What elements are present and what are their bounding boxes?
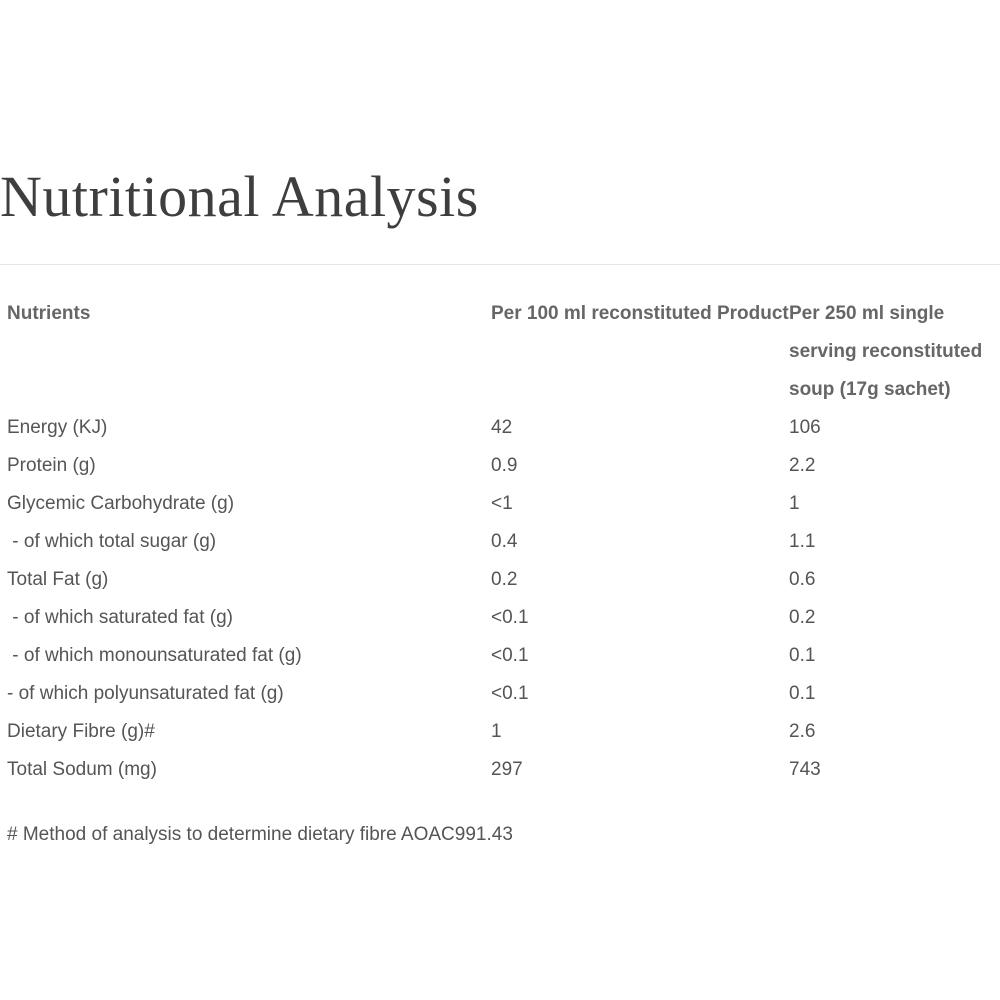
value-per-100ml: 1 bbox=[491, 721, 502, 742]
nutrient-name: Protein (g) bbox=[7, 455, 96, 476]
header-nutrients: Nutrients bbox=[7, 303, 91, 324]
nutrient-name: Glycemic Carbohydrate (g) bbox=[7, 493, 235, 514]
value-per-100ml: 0.9 bbox=[491, 455, 518, 476]
value-per-100ml: <1 bbox=[491, 493, 513, 514]
table-row: - of which monounsaturated fat (g) <0.1 … bbox=[0, 637, 1000, 675]
table-row: Dietary Fibre (g)# 1 2.6 bbox=[0, 713, 1000, 751]
nutrient-name: Total Fat (g) bbox=[7, 569, 109, 590]
title-divider bbox=[0, 264, 1000, 265]
value-per-100ml: <0.1 bbox=[491, 645, 529, 666]
value-per-250ml: 2.2 bbox=[789, 455, 816, 476]
table-header-row: Nutrients Per 100 ml reconstituted Produ… bbox=[0, 295, 1000, 409]
value-per-100ml: 297 bbox=[491, 759, 523, 780]
page-title: Nutritional Analysis bbox=[0, 164, 479, 229]
nutrient-name: - of which total sugar (g) bbox=[7, 531, 217, 552]
table-row: - of which total sugar (g) 0.4 1.1 bbox=[0, 523, 1000, 561]
value-per-250ml: 106 bbox=[789, 417, 821, 438]
value-per-100ml: 0.4 bbox=[491, 531, 518, 552]
value-per-250ml: 1 bbox=[789, 493, 800, 514]
nutrient-name: Energy (KJ) bbox=[7, 417, 108, 438]
nutrient-name: Total Sodum (mg) bbox=[7, 759, 157, 780]
header-per-250ml: Per 250 ml single serving reconstituted … bbox=[789, 303, 983, 400]
value-per-250ml: 0.2 bbox=[789, 607, 816, 628]
table-row: Total Sodum (mg) 297 743 bbox=[0, 751, 1000, 789]
table-row: Total Fat (g) 0.2 0.6 bbox=[0, 561, 1000, 599]
value-per-100ml: <0.1 bbox=[491, 683, 529, 704]
header-per-100ml: Per 100 ml reconstituted Product bbox=[491, 303, 789, 324]
value-per-250ml: 1.1 bbox=[789, 531, 816, 552]
nutrient-name: - of which monounsaturated fat (g) bbox=[7, 645, 302, 666]
table-row: Energy (KJ) 42 106 bbox=[0, 409, 1000, 447]
value-per-100ml: <0.1 bbox=[491, 607, 529, 628]
value-per-250ml: 0.1 bbox=[789, 645, 816, 666]
table-row: - of which polyunsaturated fat (g) <0.1 … bbox=[0, 675, 1000, 713]
nutrient-name: - of which polyunsaturated fat (g) bbox=[7, 683, 284, 704]
table-row: Glycemic Carbohydrate (g) <1 1 bbox=[0, 485, 1000, 523]
table-row: Protein (g) 0.9 2.2 bbox=[0, 447, 1000, 485]
nutrient-name: - of which saturated fat (g) bbox=[7, 607, 233, 628]
value-per-250ml: 0.6 bbox=[789, 569, 816, 590]
value-per-100ml: 42 bbox=[491, 417, 513, 438]
nutrition-table: Nutrients Per 100 ml reconstituted Produ… bbox=[0, 295, 1000, 789]
value-per-250ml: 0.1 bbox=[789, 683, 816, 704]
table-row: - of which saturated fat (g) <0.1 0.2 bbox=[0, 599, 1000, 637]
value-per-250ml: 743 bbox=[789, 759, 821, 780]
value-per-100ml: 0.2 bbox=[491, 569, 518, 590]
footnote: # Method of analysis to determine dietar… bbox=[7, 824, 513, 845]
value-per-250ml: 2.6 bbox=[789, 721, 816, 742]
nutrient-name: Dietary Fibre (g)# bbox=[7, 721, 155, 742]
